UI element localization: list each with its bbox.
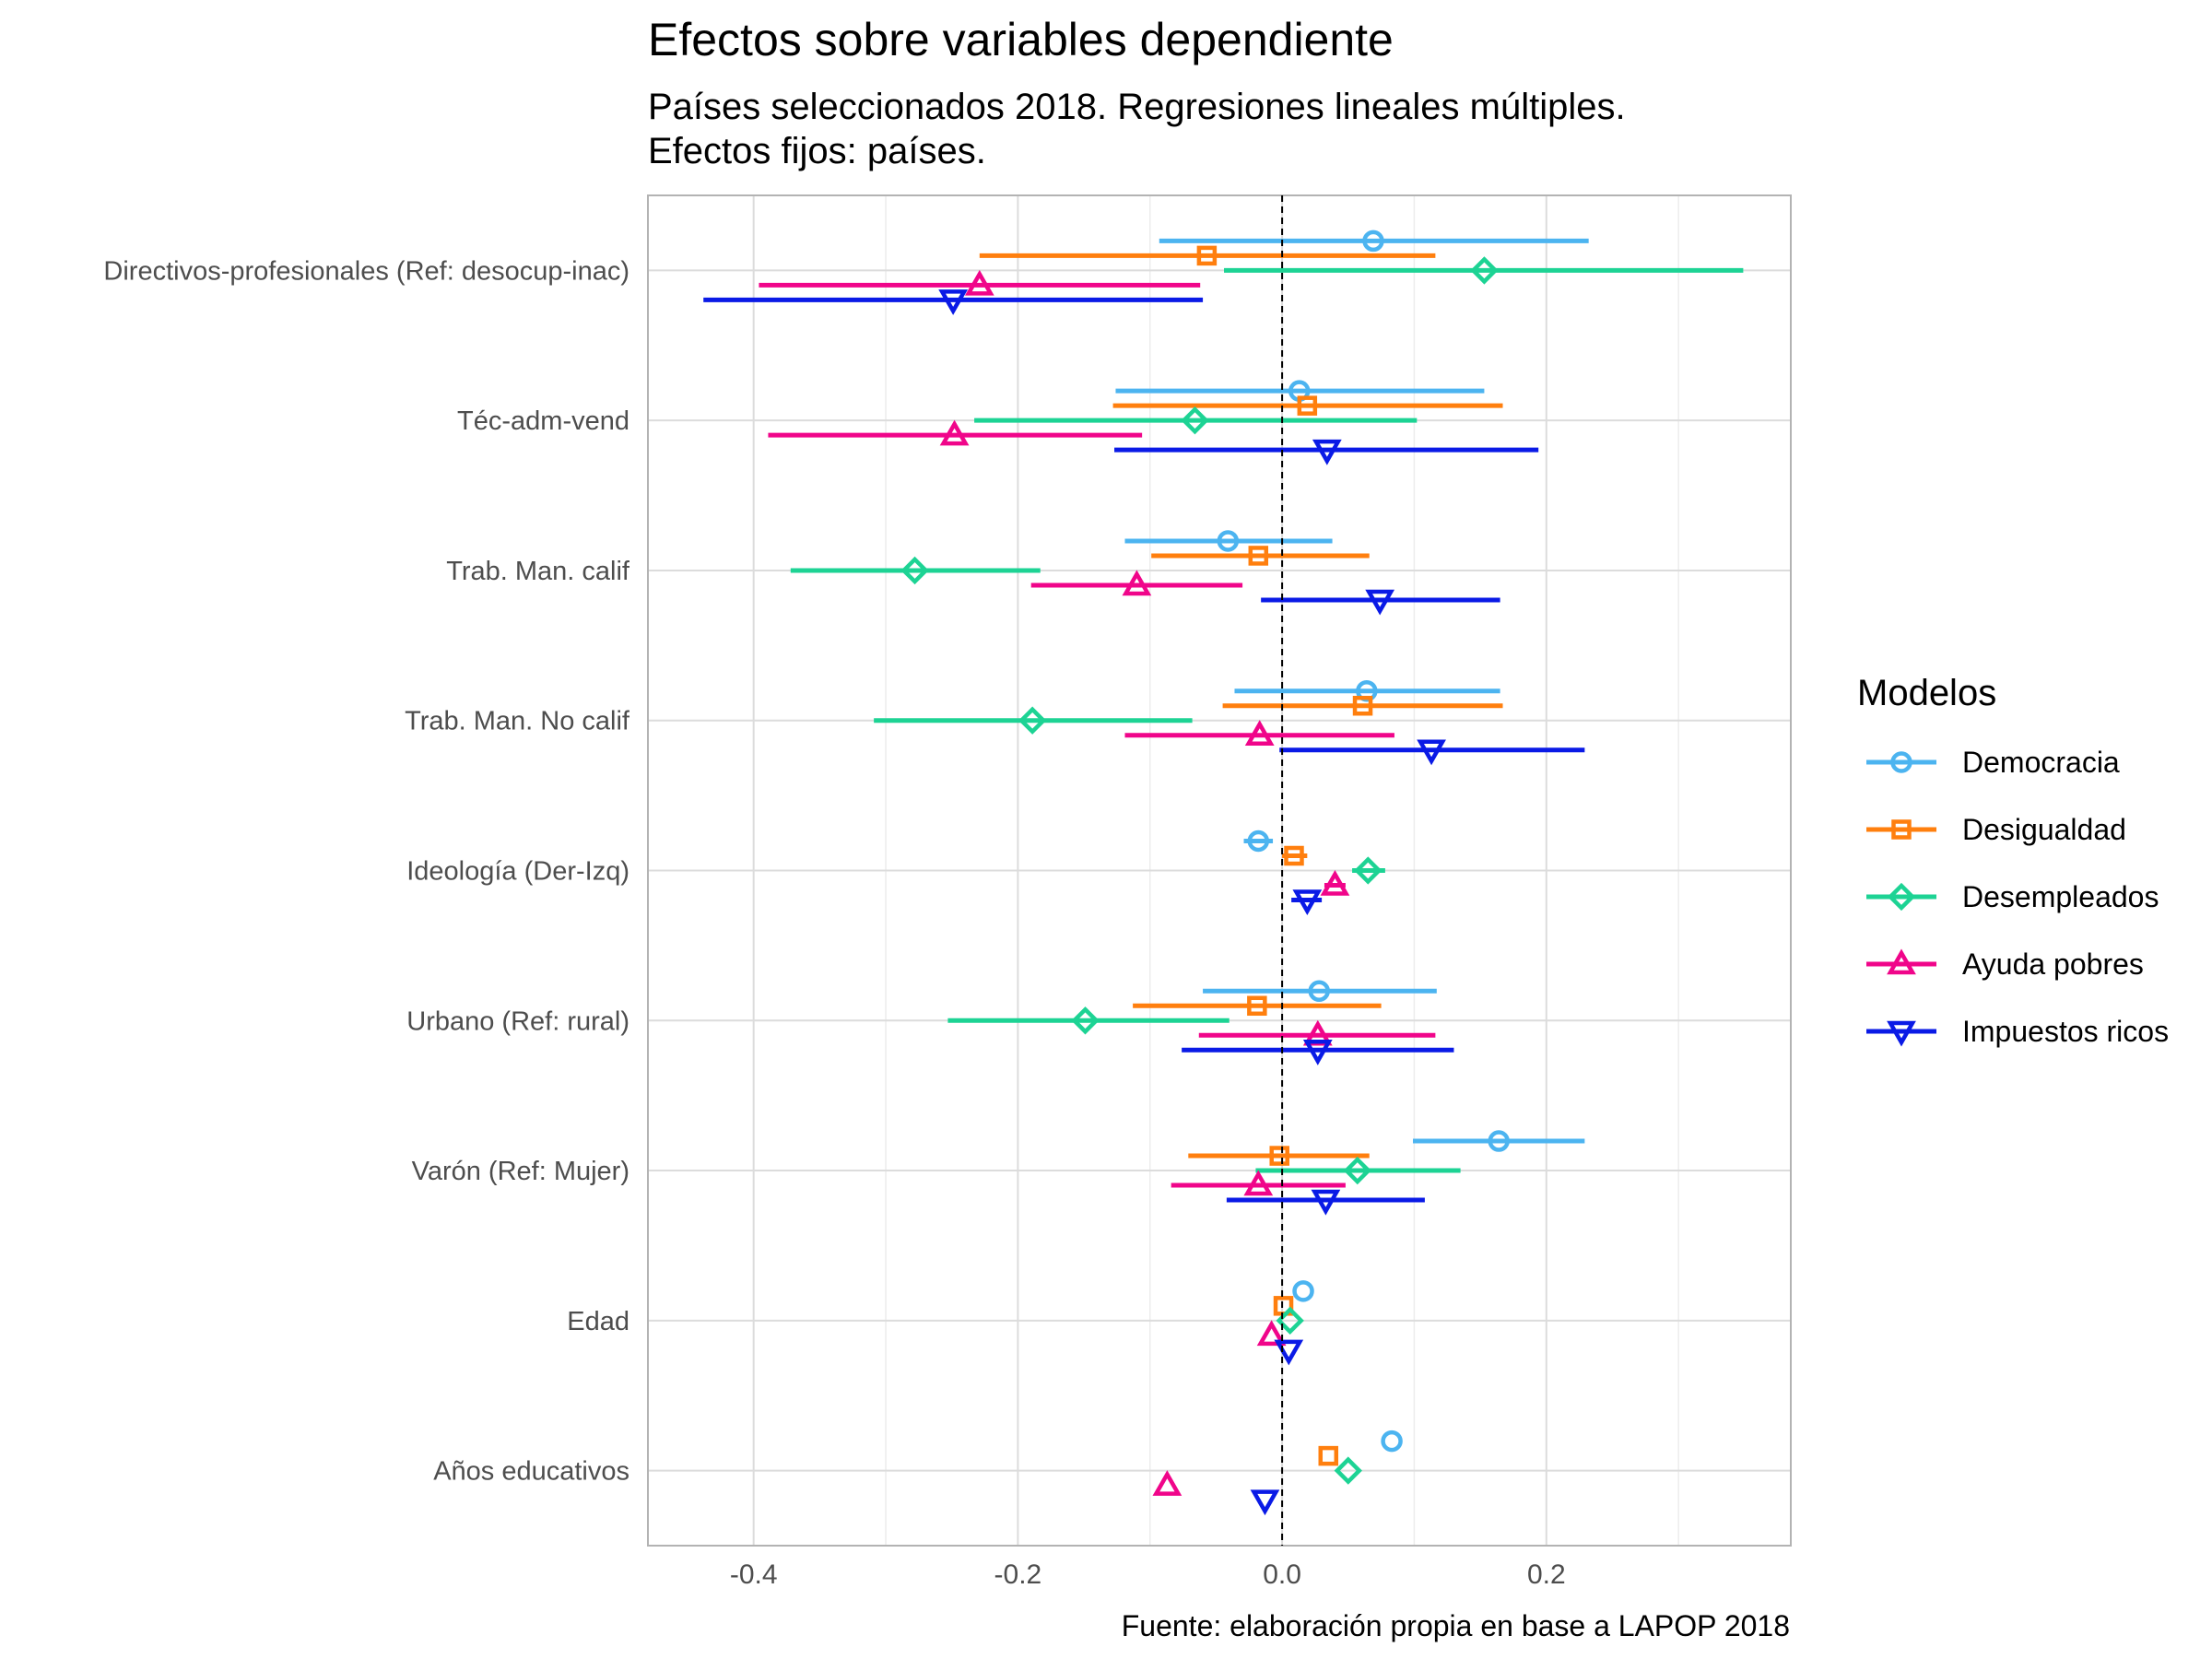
legend-label: Desempleados	[1962, 880, 2159, 913]
estimate-point	[1274, 1339, 1304, 1366]
y-tick-label: Edad	[567, 1307, 629, 1336]
legend-item: Ayuda pobres	[1857, 931, 2169, 998]
chart-title: Efectos sobre variables dependiente	[648, 14, 1394, 65]
legend-label: Desigualdad	[1962, 813, 2126, 846]
estimate-point	[938, 289, 969, 315]
x-tick-label: -0.2	[994, 1559, 1042, 1590]
legend-label: Democracia	[1962, 746, 2120, 779]
estimate-point	[1320, 869, 1350, 896]
estimate-point	[1334, 1456, 1362, 1485]
estimate-point	[1256, 1320, 1287, 1347]
legend-key-marker	[1887, 948, 1916, 975]
estimate-point	[1362, 229, 1384, 253]
legend-items: Democracia Desigualdad Desempleados Ayuda p…	[1857, 729, 2169, 1065]
x-tick-label: -0.4	[730, 1559, 778, 1590]
legend-item: Desigualdad	[1857, 796, 2169, 864]
y-tick-label: Ideología (Der-Izq)	[406, 857, 629, 887]
estimate-point	[939, 419, 970, 446]
y-tick-label: Directivos-profesionales (Ref: desocup-i…	[103, 256, 629, 286]
estimate-point	[1343, 1156, 1371, 1185]
x-tick-label: 0.2	[1527, 1559, 1566, 1590]
estimate-point	[1018, 706, 1047, 735]
estimate-point	[1318, 1445, 1339, 1466]
y-tick-label: Varón (Ref: Mujer)	[412, 1157, 629, 1186]
estimate-point	[1292, 889, 1323, 916]
series-ayuda-pobres	[759, 269, 1436, 1496]
estimate-point	[1488, 1130, 1510, 1152]
legend: Modelos Democracia Desigualdad Desempleado…	[1857, 673, 2169, 1065]
legend-item: Impuestos ricos	[1857, 998, 2169, 1065]
chart-subtitle: Países seleccionados 2018. Regresiones l…	[648, 85, 1626, 173]
estimate-point	[1365, 589, 1395, 616]
legend-title: Modelos	[1857, 673, 1997, 713]
x-tick-label: 0.0	[1263, 1559, 1301, 1590]
legend-key-marker	[1887, 1020, 1916, 1047]
estimate-point	[1352, 695, 1373, 716]
estimate-point	[1297, 395, 1318, 416]
estimate-point	[1417, 739, 1446, 766]
estimate-point	[1308, 980, 1330, 1003]
estimate-point	[1250, 1489, 1280, 1516]
estimate-point	[1311, 1189, 1341, 1216]
legend-key-marker	[1887, 882, 1916, 912]
y-tick-label: Urbano (Ref: rural)	[406, 1006, 629, 1036]
legend-label: Ayuda pobres	[1962, 947, 2144, 981]
estimate-point	[1071, 1006, 1100, 1035]
chart-caption: Fuente: elaboración propia en base a LAP…	[1121, 1609, 1790, 1642]
estimate-point	[1381, 1430, 1403, 1453]
estimate-point	[1269, 1146, 1289, 1166]
legend-label: Impuestos ricos	[1962, 1015, 2170, 1048]
estimate-point	[1243, 1170, 1274, 1196]
y-tick-label: Trab. Man. calif	[446, 557, 630, 586]
estimate-point	[900, 556, 929, 585]
subtitle-line-1: Países seleccionados 2018. Regresiones l…	[648, 87, 1626, 127]
estimate-point	[964, 269, 994, 296]
estimate-point	[1196, 245, 1218, 266]
estimate-point	[1470, 256, 1499, 285]
y-tick-label: Trab. Man. No calif	[405, 707, 630, 736]
estimate-point	[1247, 995, 1267, 1017]
series-desigualdad	[979, 245, 1503, 1466]
plot-area: Directivos-profesionales (Ref: desocup-i…	[103, 194, 1792, 1590]
legend-item: Democracia	[1857, 729, 2169, 796]
estimate-point	[1152, 1470, 1182, 1496]
estimate-point	[1284, 845, 1304, 866]
panel-border	[647, 194, 1792, 1547]
legend-key	[1866, 819, 1936, 840]
legend-item: Desempleados	[1857, 864, 2169, 931]
legend-key-marker	[1891, 819, 1912, 840]
legend-key	[1866, 751, 1936, 773]
estimate-point	[1248, 546, 1269, 566]
subtitle-line-2: Efectos fijos: países.	[648, 131, 986, 171]
estimate-point	[1217, 530, 1240, 552]
legend-key-marker	[1890, 751, 1912, 773]
estimate-point	[1122, 570, 1152, 596]
legend-key	[1866, 948, 1936, 975]
estimate-point	[1312, 439, 1342, 465]
y-tick-label: Téc-adm-vend	[457, 406, 629, 436]
estimate-point	[1181, 406, 1209, 435]
estimate-point	[1244, 720, 1275, 746]
series-democracia	[1115, 229, 1589, 1453]
estimate-point	[1302, 1040, 1333, 1065]
estimate-point	[1354, 856, 1382, 885]
y-tick-label: Años educativos	[433, 1457, 629, 1487]
legend-key	[1866, 1020, 1936, 1047]
estimate-point	[1292, 1280, 1314, 1302]
series-impuestos-ricos	[703, 289, 1585, 1516]
legend-key	[1866, 882, 1936, 912]
estimate-point	[1247, 830, 1270, 853]
